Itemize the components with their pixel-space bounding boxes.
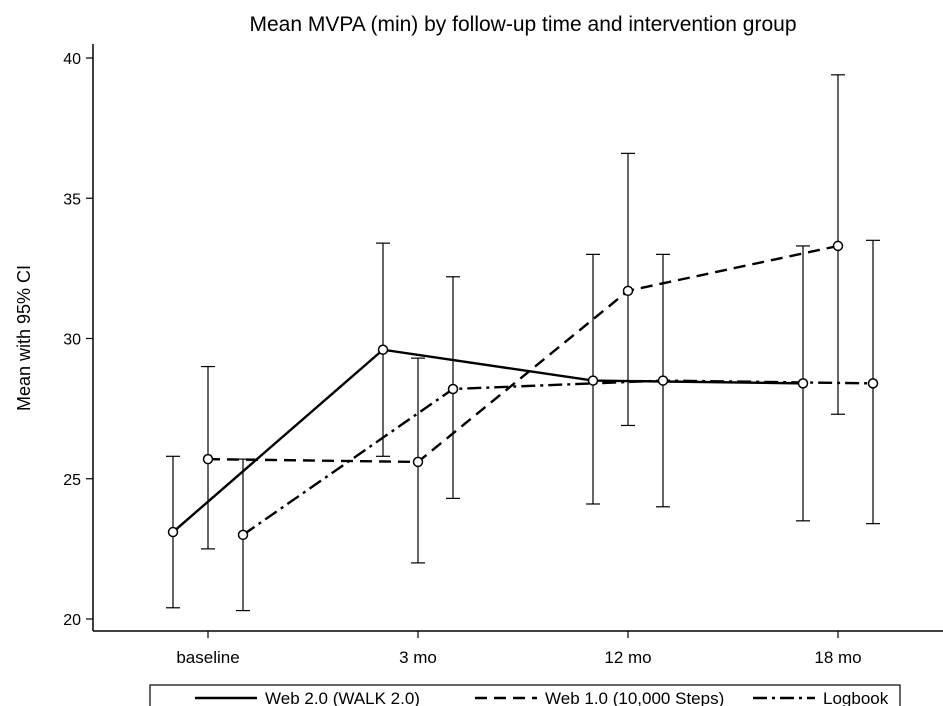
data-point <box>167 526 179 538</box>
data-point <box>867 378 879 389</box>
data-point <box>377 344 389 355</box>
data-point <box>622 285 634 297</box>
legend-label: Web 2.0 (WALK 2.0) <box>265 689 420 706</box>
data-point <box>587 375 599 386</box>
y-tick-label: 25 <box>63 472 81 489</box>
data-point <box>447 383 459 395</box>
y-tick-label: 30 <box>63 332 81 349</box>
legend: Web 2.0 (WALK 2.0) Web 1.0 (10,000 Steps)… <box>149 684 901 706</box>
data-point <box>237 529 249 541</box>
x-ticks: baseline 3 mo 12 mo 18 mo <box>176 631 862 667</box>
y-tick-label: 35 <box>63 191 81 208</box>
y-ticks: 20 25 30 35 40 <box>63 51 93 629</box>
x-tick-label: baseline <box>176 648 239 667</box>
chart-title: Mean MVPA (min) by follow-up time and in… <box>249 13 796 36</box>
error-bars <box>166 74 880 612</box>
legend-box <box>149 684 901 706</box>
legend-label: Logbook <box>823 689 889 706</box>
y-tick-label: 20 <box>63 612 81 629</box>
y-tick-label: 40 <box>63 51 81 68</box>
series-line <box>242 379 874 536</box>
y-axis-label: Mean with 95% CI <box>14 265 34 411</box>
x-tick-label: 18 mo <box>814 648 861 667</box>
data-point <box>202 453 214 465</box>
x-tick-label: 3 mo <box>399 648 437 667</box>
series-line <box>172 348 804 533</box>
x-tick-label: 12 mo <box>604 648 651 667</box>
series-line <box>207 244 839 464</box>
data-point <box>657 375 669 386</box>
data-point <box>412 456 424 468</box>
series-lines <box>172 244 874 536</box>
legend-label: Web 1.0 (10,000 Steps) <box>545 689 724 706</box>
data-point <box>797 378 809 389</box>
data-point <box>832 240 844 252</box>
points <box>167 240 879 541</box>
